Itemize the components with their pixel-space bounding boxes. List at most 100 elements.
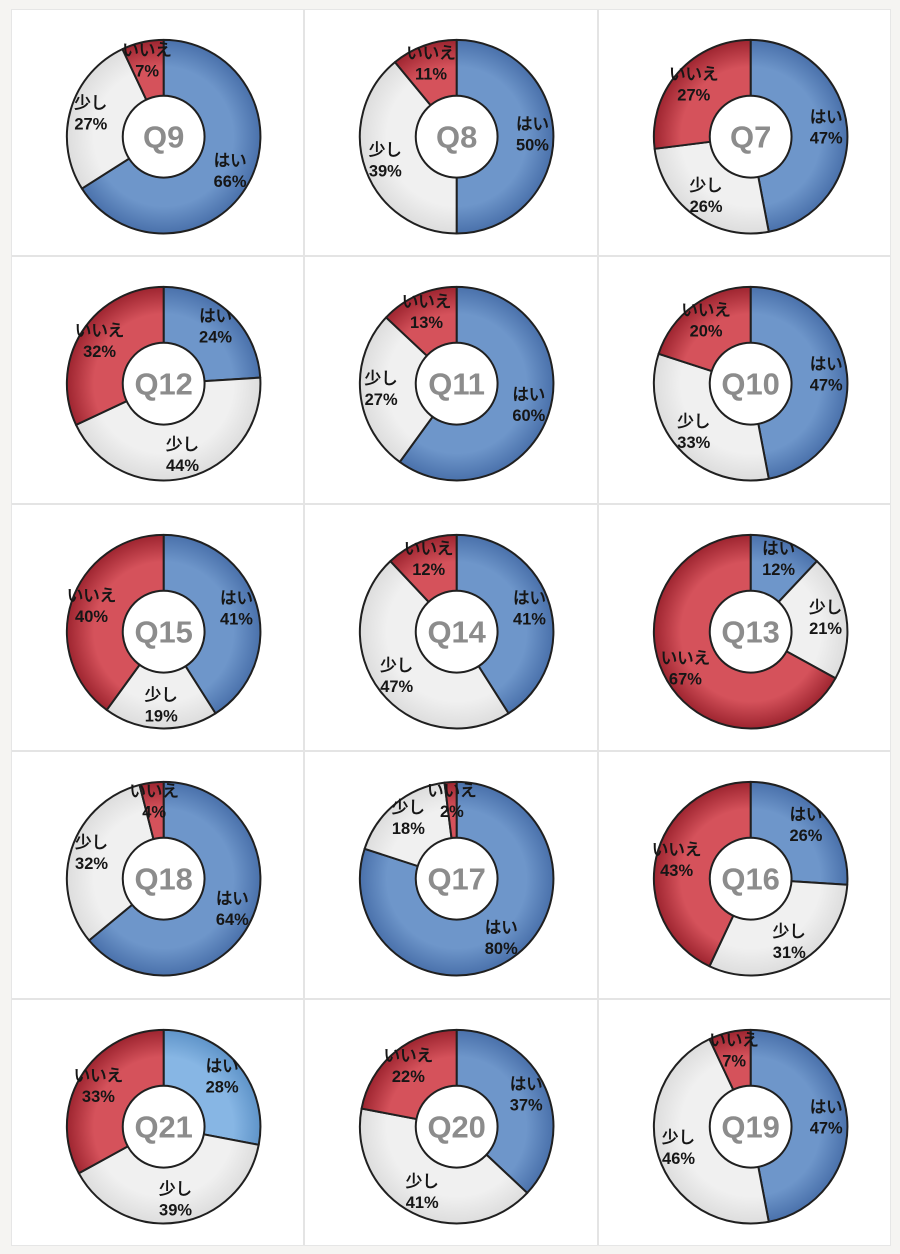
donut-hole bbox=[415, 1084, 499, 1169]
chart-center-label: Q18 bbox=[134, 862, 192, 897]
donut-chart-q14: Q14 はい 41% 少し 47% いいえ 12% bbox=[359, 533, 555, 730]
donut-hole bbox=[121, 836, 206, 921]
donut-chart-q9: Q9 はい 66% 少し 27% いいえ 7% bbox=[65, 38, 262, 235]
slice-label-sukoshi: 少し 47% bbox=[380, 656, 414, 696]
donut-hole bbox=[415, 94, 499, 179]
slice-label-iie: いいえ 4% bbox=[129, 783, 178, 822]
slice-sukoshi bbox=[359, 316, 458, 464]
slice-label-sukoshi: 少し 27% bbox=[73, 94, 107, 134]
slice-hai bbox=[749, 38, 849, 233]
slice-hai bbox=[455, 38, 555, 235]
slice-label-hai: はい 47% bbox=[809, 1098, 842, 1137]
donut-chart-q11: Q11 はい 60% 少し 27% いいえ 13% bbox=[359, 286, 555, 482]
donut-hole bbox=[415, 836, 499, 921]
chart-cell-q12: Q12 はい 24% 少し 44% いいえ 32% bbox=[12, 257, 304, 503]
chart-cell-q7: Q7 はい 47% 少し 26% いいえ 27% bbox=[598, 10, 890, 256]
donut-chart-q15: Q15 はい 41% 少し 19% いいえ 40% bbox=[65, 533, 262, 730]
donut-hole bbox=[415, 589, 499, 674]
slice-label-sukoshi: 少し 33% bbox=[676, 412, 710, 452]
slice-label-sukoshi: 少し 31% bbox=[771, 922, 805, 962]
slice-label-hai: はい 28% bbox=[206, 1057, 239, 1096]
slice-label-iie: いいえ 67% bbox=[660, 649, 709, 688]
chart-center-label: Q20 bbox=[428, 1109, 486, 1144]
slice-sukoshi bbox=[749, 559, 849, 680]
slice-label-iie: いいえ 2% bbox=[428, 782, 477, 821]
slice-label-hai: はい 66% bbox=[214, 152, 247, 191]
slice-label-hai: はい 60% bbox=[513, 387, 546, 426]
donut-hole bbox=[708, 836, 793, 921]
slice-label-hai: はい 37% bbox=[510, 1075, 543, 1114]
donut-chart-q8: Q8 はい 50% 少し 39% いいえ 11% bbox=[359, 38, 555, 235]
donut-chart-q20: Q20 はい 37% 少し 41% いいえ 22% bbox=[359, 1028, 555, 1225]
slice-sukoshi bbox=[65, 48, 165, 190]
donut-hole bbox=[708, 1084, 793, 1169]
slice-iie bbox=[652, 781, 752, 968]
donut-chart-q16: Q16 はい 26% 少し 31% いいえ 43% bbox=[652, 781, 849, 977]
donut-chart-q7: Q7 はい 47% 少し 26% いいえ 27% bbox=[652, 38, 849, 235]
chart-center-label: Q17 bbox=[428, 862, 486, 897]
chart-center-label: Q11 bbox=[429, 367, 486, 402]
slice-label-iie: いいえ 20% bbox=[681, 302, 730, 341]
donut-hole bbox=[708, 94, 793, 179]
donut-chart-q17: Q17 はい 80% 少し 18%いいえ 2% bbox=[359, 781, 555, 977]
slice-label-sukoshi: 少し 44% bbox=[165, 436, 199, 476]
slice-label-iie: いいえ 11% bbox=[407, 44, 456, 83]
chart-center-label: Q9 bbox=[143, 120, 184, 155]
chart-cell-q16: Q16 はい 26% 少し 31% いいえ 43% bbox=[598, 752, 890, 998]
donut-chart-q21: Q21 はい 28% 少し 39% いいえ 33% bbox=[65, 1028, 262, 1225]
slice-label-iie: いいえ 12% bbox=[404, 540, 453, 579]
chart-cell-q9: Q9 はい 66% 少し 27% いいえ 7% bbox=[12, 10, 304, 256]
chart-cell-q8: Q8 はい 50% 少し 39% いいえ 11% bbox=[305, 10, 597, 256]
slice-hai bbox=[455, 1028, 555, 1194]
slice-sukoshi bbox=[105, 630, 217, 730]
slice-label-hai: はい 41% bbox=[513, 589, 546, 628]
chart-center-label: Q13 bbox=[721, 614, 779, 649]
donut-hole bbox=[708, 342, 793, 426]
donut-hole bbox=[121, 94, 206, 179]
slice-label-sukoshi: 少し 19% bbox=[144, 685, 178, 725]
chart-center-label: Q21 bbox=[134, 1109, 192, 1144]
slice-label-sukoshi: 少し 27% bbox=[364, 369, 398, 409]
chart-center-label: Q7 bbox=[730, 120, 771, 155]
slice-label-iie: いいえ 40% bbox=[67, 587, 116, 626]
slice-label-hai: はい 12% bbox=[762, 540, 795, 579]
chart-center-label: Q10 bbox=[721, 367, 779, 402]
chart-cell-q19: Q19 はい 47% 少し 46% いいえ 7% bbox=[598, 999, 890, 1245]
slice-label-iie: いいえ 32% bbox=[75, 322, 124, 361]
slice-label-sukoshi: 少し 39% bbox=[368, 140, 402, 180]
chart-cell-q18: Q18 はい 64% 少し 32% いいえ 4% bbox=[12, 752, 304, 998]
donut-hole bbox=[121, 1084, 206, 1169]
slice-label-hai: はい 50% bbox=[516, 116, 549, 155]
slice-label-sukoshi: 少し 46% bbox=[661, 1128, 695, 1168]
slice-label-sukoshi: 少し 32% bbox=[74, 833, 108, 873]
slice-label-iie: いいえ 27% bbox=[669, 66, 718, 105]
donut-hole bbox=[415, 342, 499, 426]
slice-label-iie: いいえ 13% bbox=[402, 294, 451, 333]
chart-cell-q13: Q13 はい 12% 少し 21% いいえ 67% bbox=[598, 504, 890, 751]
chart-cell-q21: Q21 はい 28% 少し 39% いいえ 33% bbox=[12, 999, 304, 1245]
chart-center-label: Q15 bbox=[134, 614, 192, 649]
chart-center-label: Q14 bbox=[428, 614, 487, 649]
donut-hole bbox=[121, 589, 206, 674]
slice-hai bbox=[749, 286, 849, 481]
slice-label-iie: いいえ 33% bbox=[74, 1067, 123, 1106]
donut-chart-q13: Q13 はい 12% 少し 21% いいえ 67% bbox=[652, 533, 849, 730]
slice-sukoshi bbox=[359, 61, 458, 235]
slice-label-iie: いいえ 7% bbox=[709, 1031, 758, 1070]
donut-hole bbox=[121, 342, 206, 426]
donut-chart-q18: Q18 はい 64% 少し 32% いいえ 4% bbox=[65, 781, 262, 977]
slice-sukoshi bbox=[65, 784, 165, 942]
chart-cell-q10: Q10 はい 47% 少し 33% いいえ 20% bbox=[598, 257, 890, 503]
chart-cell-q11: Q11 はい 60% 少し 27% いいえ 13% bbox=[305, 257, 597, 503]
slice-iie bbox=[65, 533, 165, 711]
slice-label-sukoshi: 少し 41% bbox=[405, 1172, 439, 1212]
chart-center-label: Q19 bbox=[721, 1109, 779, 1144]
chart-center-label: Q12 bbox=[134, 367, 192, 402]
chart-cell-q15: Q15 はい 41% 少し 19% いいえ 40% bbox=[12, 504, 304, 751]
donut-chart-q10: Q10 はい 47% 少し 33% いいえ 20% bbox=[652, 286, 849, 482]
chart-cell-q20: Q20 はい 37% 少し 41% いいえ 22% bbox=[305, 999, 597, 1245]
chart-cell-q17: Q17 はい 80% 少し 18% いいえ 2% bbox=[305, 752, 597, 998]
chart-cell-q14: Q14 はい 41% 少し 47% いいえ 12% bbox=[305, 504, 597, 751]
